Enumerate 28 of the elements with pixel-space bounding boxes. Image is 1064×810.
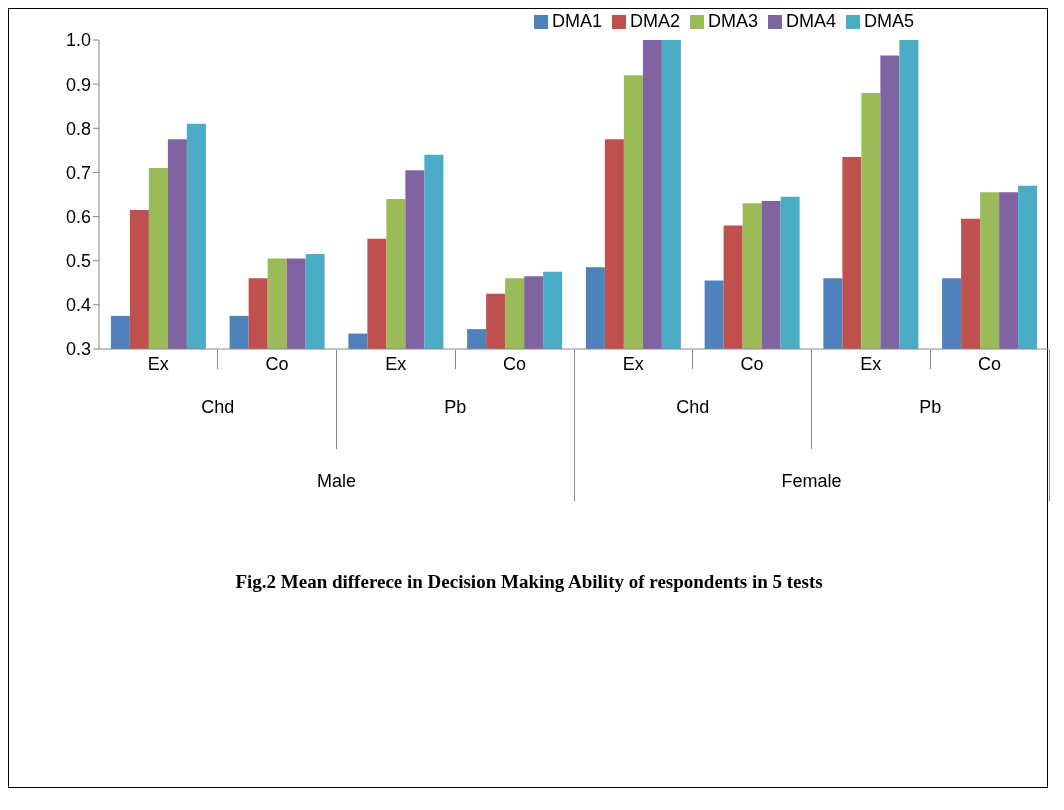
legend-label: DMA5 [864,11,915,31]
text: Female [780,471,843,492]
x-tick-label: Ex [622,353,644,374]
y-tick-label: 0.4 [65,295,91,316]
text: Chd [675,397,711,418]
x-tick-label: Ex [385,353,407,374]
legend-label: DMA4 [786,11,837,31]
x-tick-label: Co [978,353,1002,374]
legend-label: DMA2 [629,11,680,31]
caption: Fig.2 Mean differece in Decision Making Ability of respondents in 5 tests [234,571,824,593]
x-tick-label: Co [740,353,764,374]
y-tick-label: 0.6 [65,206,91,227]
text: Pb [918,397,943,418]
x-tick-label: Ex [147,353,169,374]
text: Chd [200,397,236,418]
text: Pb [443,397,468,418]
x-tick-label: Co [503,353,527,374]
x-tick-label: Co [265,353,289,374]
y-tick-label: 1.0 [65,30,91,51]
y-tick-label: 0.9 [65,74,91,95]
y-tick-label: 0.8 [65,118,91,139]
text: Male [316,471,357,492]
legend-label: DMA1 [551,11,602,31]
y-tick-label: 0.3 [65,339,91,360]
y-tick-label: 0.5 [65,251,91,272]
x-tick-label: Ex [860,353,882,374]
legend-label: DMA3 [707,11,758,31]
y-tick-label: 0.7 [65,162,91,183]
